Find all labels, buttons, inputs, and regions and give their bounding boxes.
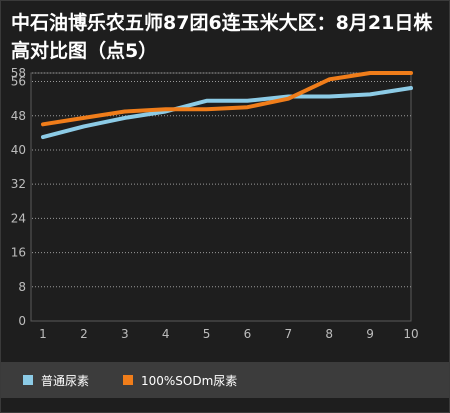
x-tick-label-5: 6 <box>244 327 252 341</box>
x-tick-label-6: 7 <box>285 327 293 341</box>
y-tick-label-1: 8 <box>18 280 26 294</box>
legend-label-series-1: 普通尿素 <box>41 373 90 388</box>
legend-item-series-1[interactable]: 普通尿素 <box>23 362 89 398</box>
chart-title: 中石油博乐农五师87团6连玉米大区：8月21日株高对比图（点5） <box>11 12 433 62</box>
y-tick-label-2: 16 <box>11 246 26 260</box>
legend-swatch-series-2 <box>123 375 133 385</box>
series-line-1 <box>41 86 413 140</box>
y-tick-label-0: 0 <box>18 314 26 328</box>
x-tick-label-8: 9 <box>366 327 374 341</box>
y-tick-label-7: 56 <box>11 75 26 89</box>
series-line-2 <box>41 71 413 127</box>
x-tick-label-9: 10 <box>403 327 418 341</box>
x-tick-label-2: 3 <box>121 327 129 341</box>
y-tick-label-4: 32 <box>11 177 26 191</box>
y-tick-label-8: 58 <box>11 66 26 80</box>
legend: 普通尿素 100%SODm尿素 <box>1 362 449 398</box>
x-tick-label-3: 4 <box>162 327 170 341</box>
y-tick-label-6: 48 <box>11 109 26 123</box>
legend-label-series-2: 100%SODm尿素 <box>141 373 238 388</box>
legend-swatch-series-1 <box>23 375 33 385</box>
x-tick-label-7: 8 <box>325 327 333 341</box>
x-tick-label-4: 5 <box>203 327 211 341</box>
y-tick-label-3: 24 <box>11 211 26 225</box>
legend-item-series-2[interactable]: 100%SODm尿素 <box>123 362 237 398</box>
y-tick-label-5: 40 <box>11 143 26 157</box>
x-tick-label-0: 1 <box>39 327 47 341</box>
x-tick-label-1: 2 <box>80 327 88 341</box>
